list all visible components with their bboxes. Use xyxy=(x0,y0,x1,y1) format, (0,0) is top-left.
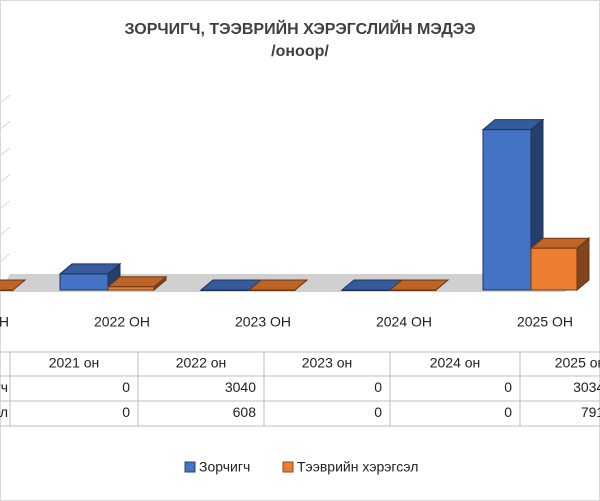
x-tick-label: 2025 ОН xyxy=(517,314,573,330)
grid-line xyxy=(0,200,11,210)
table-row-label: Зорчигч xyxy=(0,379,8,395)
grid-line xyxy=(0,253,11,262)
bar xyxy=(59,273,109,291)
bar xyxy=(200,289,250,291)
table-cell: 0 xyxy=(504,404,512,420)
bar xyxy=(0,289,14,291)
grid-line xyxy=(0,173,11,183)
table-cell: 0 xyxy=(374,404,382,420)
legend-label: Тээврийн хэрэгсэл xyxy=(297,459,418,475)
table-cell: 3040 xyxy=(225,379,256,395)
x-tick-label: 2024 ОН xyxy=(376,314,432,330)
x-tick-label: 2021 ОН xyxy=(0,314,9,330)
bar xyxy=(107,286,155,291)
bar xyxy=(482,129,532,291)
legend-swatch xyxy=(184,461,196,473)
legend-label: Зорчигч xyxy=(199,459,250,475)
bar xyxy=(530,247,578,291)
table-header: 2022 он xyxy=(176,355,227,371)
table-cell: 608 xyxy=(233,404,257,420)
x-tick-label: 2023 ОН xyxy=(235,314,291,330)
grid-line xyxy=(0,226,11,236)
chart-subtitle: /оноор/ xyxy=(271,43,329,60)
legend-swatch xyxy=(282,461,294,473)
bar xyxy=(248,289,296,291)
grid-line xyxy=(0,121,11,130)
table-header: 2021 он xyxy=(49,355,100,371)
table-row-label: Тээврийн хэрэгсэл xyxy=(0,404,8,420)
grid-line xyxy=(0,94,11,104)
table-header: 2025 он xyxy=(555,355,600,371)
x-tick-label: 2022 ОН xyxy=(94,314,150,330)
table-cell: 7910 xyxy=(581,404,600,420)
grid-line xyxy=(0,147,11,157)
table-header: 2023 он xyxy=(302,355,353,371)
table-cell: 0 xyxy=(374,379,382,395)
table-header: 2024 он xyxy=(430,355,481,371)
table-cell: 0 xyxy=(122,379,130,395)
bar xyxy=(389,289,437,291)
bar xyxy=(341,289,391,291)
table-cell: 0 xyxy=(504,379,512,395)
table-cell: 30348 xyxy=(573,379,600,395)
chart-title: ЗОРЧИГЧ, ТЭЭВРИЙН ХЭРЭГСЛИЙН МЭДЭЭ xyxy=(124,19,475,38)
table-cell: 0 xyxy=(122,404,130,420)
bar-top xyxy=(0,279,27,291)
